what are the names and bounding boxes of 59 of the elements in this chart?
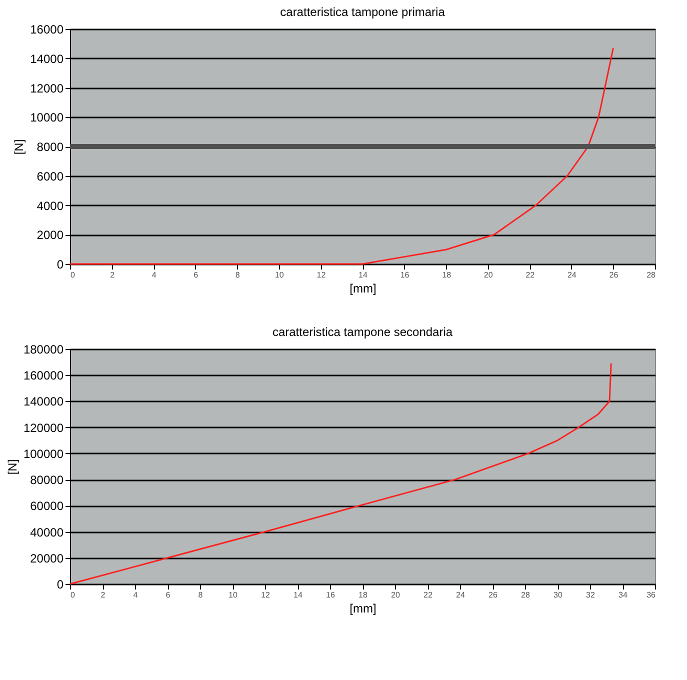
y-tick-label: 12000 xyxy=(30,81,64,96)
y-tick-label: 2000 xyxy=(36,228,64,242)
chart-title: caratteristica tampone secondaria xyxy=(272,325,453,339)
x-tick-label: 18 xyxy=(358,590,368,600)
x-tick-label: 2 xyxy=(100,590,106,600)
line-series xyxy=(69,47,614,265)
y-tick-label: 40000 xyxy=(30,525,64,540)
x-tick-label: 30 xyxy=(554,590,563,600)
x-tick-label: 22 xyxy=(424,590,433,600)
x-tick-label: 4 xyxy=(152,270,157,280)
y-tick-label: 120000 xyxy=(23,420,64,435)
y-tick-label: 80000 xyxy=(30,473,64,488)
x-axis-title: [mm] xyxy=(350,282,376,296)
x-tick-label: 10 xyxy=(228,590,238,600)
x-tick-label: 12 xyxy=(261,590,270,600)
x-tick-label: 26 xyxy=(609,270,619,280)
y-tick-label: 20000 xyxy=(30,551,64,566)
y-tick-label: 8000 xyxy=(36,140,64,154)
y-tick-label: 180000 xyxy=(23,342,64,356)
y-axis-title: [N] xyxy=(5,459,20,475)
x-tick-label: 34 xyxy=(618,590,628,600)
x-tick-label: 16 xyxy=(326,590,336,600)
y-tick-label: 160000 xyxy=(23,368,64,383)
y-tick-label: 100000 xyxy=(23,446,64,461)
y-tick-label: 60000 xyxy=(30,499,64,514)
x-tick-label: 22 xyxy=(526,270,536,280)
x-axis-title: [mm] xyxy=(350,602,376,616)
x-tick-label: 8 xyxy=(235,270,240,280)
x-tick-label: 28 xyxy=(521,590,530,600)
y-tick-label: 10000 xyxy=(30,110,64,125)
x-tick-label: 8 xyxy=(198,590,204,600)
x-tick-label: 24 xyxy=(567,270,577,280)
x-tick-label: 16 xyxy=(400,270,410,280)
x-tick-label: 20 xyxy=(391,590,400,600)
x-tick-label: 12 xyxy=(316,270,326,280)
x-tick-label: 4 xyxy=(133,590,138,600)
x-tick-label: 18 xyxy=(442,270,452,280)
x-tick-label: 26 xyxy=(488,590,498,600)
line-series xyxy=(69,362,612,585)
x-tick-label: 14 xyxy=(294,590,303,600)
y-tick-label: 140000 xyxy=(23,394,64,409)
y-tick-label: 14000 xyxy=(30,52,64,66)
x-tick-label: 0 xyxy=(70,270,76,280)
x-tick-label: 6 xyxy=(194,270,199,280)
y-tick-label: 6000 xyxy=(36,169,64,184)
x-tick-label: 24 xyxy=(456,590,466,600)
x-tick-label: 6 xyxy=(166,590,171,600)
x-tick-label: 28 xyxy=(646,270,656,280)
x-tick-label: 10 xyxy=(274,270,284,280)
x-tick-label: 36 xyxy=(646,590,656,600)
y-tick-label: 16000 xyxy=(30,22,64,36)
x-tick-label: 0 xyxy=(70,590,76,600)
x-tick-label: 2 xyxy=(110,270,116,280)
y-axis-title: [N] xyxy=(12,139,26,155)
y-tick-label: 4000 xyxy=(36,198,64,213)
x-tick-label: 20 xyxy=(484,270,494,280)
chart-title: caratteristica tampone primaria xyxy=(280,5,446,19)
x-tick-label: 14 xyxy=(358,270,368,280)
x-tick-label: 32 xyxy=(586,590,596,600)
